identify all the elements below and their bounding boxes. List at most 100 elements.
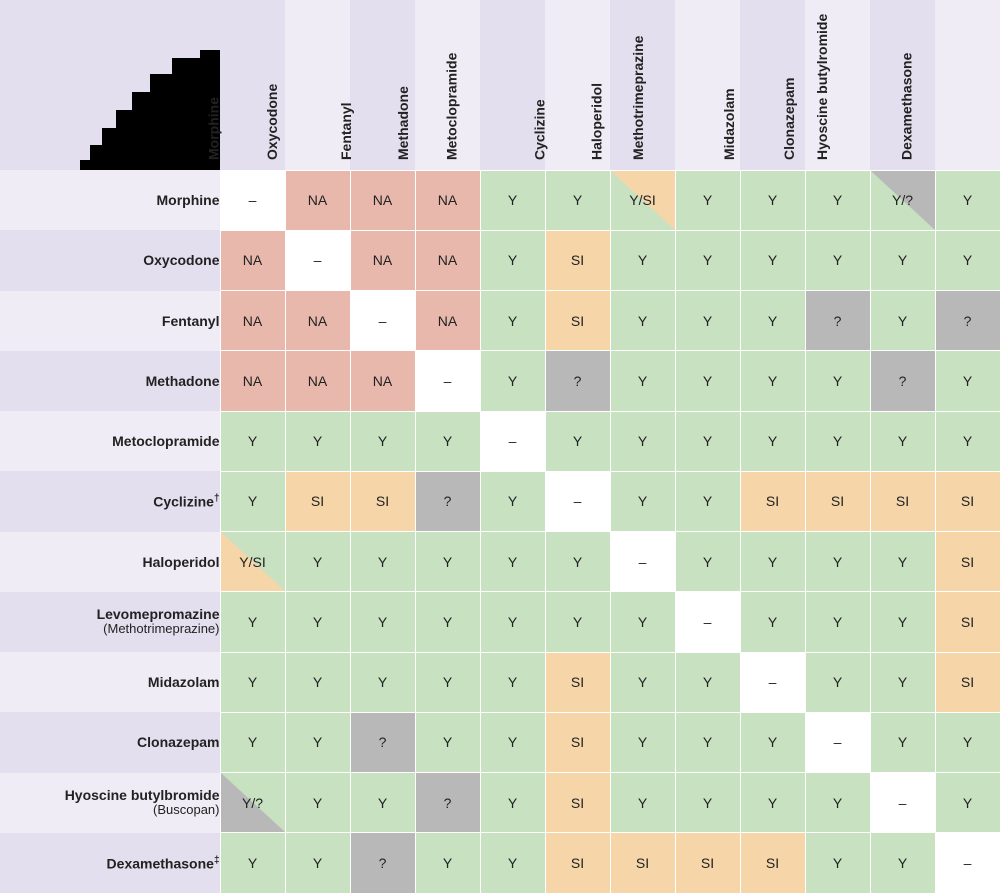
compat-cell: Y bbox=[935, 351, 1000, 411]
compat-cell: – bbox=[480, 411, 545, 471]
compat-cell: Y bbox=[415, 592, 480, 652]
compat-cell: Y bbox=[935, 411, 1000, 471]
compat-cell: SI bbox=[545, 773, 610, 833]
compat-cell: Y bbox=[480, 652, 545, 712]
compat-cell: SI bbox=[805, 471, 870, 531]
compat-cell: Y bbox=[480, 471, 545, 531]
row-header: Levomepromazine(Methotrimeprazine) bbox=[0, 592, 220, 652]
compat-cell: Y bbox=[480, 592, 545, 652]
compat-value: Y bbox=[768, 433, 777, 449]
compat-cell: – bbox=[610, 532, 675, 592]
compat-cell: Y bbox=[545, 532, 610, 592]
table-row: ClonazepamYY?YYSIYYY–YY bbox=[0, 712, 1000, 772]
compat-cell: NA bbox=[350, 170, 415, 230]
compat-cell: Y bbox=[415, 833, 480, 893]
compat-cell: Y bbox=[675, 712, 740, 772]
compat-value: – bbox=[379, 313, 387, 329]
compat-cell: Y bbox=[870, 532, 935, 592]
compat-cell: SI bbox=[285, 471, 350, 531]
compat-value: SI bbox=[571, 734, 584, 750]
compat-cell: NA bbox=[285, 351, 350, 411]
compat-value: – bbox=[964, 855, 972, 871]
compat-value: Y bbox=[898, 313, 907, 329]
compat-cell: Y bbox=[285, 712, 350, 772]
row-header-label: Midazolam bbox=[148, 674, 220, 690]
compat-value: Y bbox=[638, 313, 647, 329]
column-header-label: Midazolam bbox=[721, 88, 737, 160]
compat-value: NA bbox=[438, 192, 457, 208]
corner-cell bbox=[0, 0, 220, 170]
compat-value: Y bbox=[508, 734, 517, 750]
compat-value: Y bbox=[898, 554, 907, 570]
compat-cell: NA bbox=[285, 170, 350, 230]
compat-cell: Y bbox=[805, 773, 870, 833]
compat-cell: Y bbox=[610, 592, 675, 652]
compat-value: Y bbox=[248, 433, 257, 449]
compat-value: NA bbox=[243, 313, 262, 329]
compat-cell: Y/? bbox=[870, 170, 935, 230]
compat-value: Y bbox=[768, 554, 777, 570]
compat-cell: SI bbox=[740, 833, 805, 893]
table-row: Cyclizine†YSISI?Y–YYSISISISI bbox=[0, 471, 1000, 531]
compat-value: SI bbox=[961, 614, 974, 630]
compat-value: Y bbox=[703, 554, 712, 570]
compat-cell: Y bbox=[675, 170, 740, 230]
compat-cell: Y bbox=[740, 712, 805, 772]
compat-cell: – bbox=[805, 712, 870, 772]
compat-cell: Y bbox=[805, 230, 870, 290]
compat-cell: NA bbox=[350, 230, 415, 290]
compat-value: Y bbox=[768, 795, 777, 811]
table-row: Hyoscine butylbromide(Buscopan)Y/?YY?YSI… bbox=[0, 773, 1000, 833]
row-header-label: Morphine bbox=[157, 192, 220, 208]
compat-cell: SI bbox=[935, 652, 1000, 712]
table-row: MidazolamYYYYYSIYY–YYSI bbox=[0, 652, 1000, 712]
compat-cell: ? bbox=[415, 471, 480, 531]
compat-value: Y/? bbox=[892, 192, 913, 208]
compat-cell: Y bbox=[675, 291, 740, 351]
corner-stepped-icon bbox=[80, 50, 220, 170]
compat-cell: SI bbox=[675, 833, 740, 893]
compat-value: Y bbox=[313, 855, 322, 871]
column-header-row: MorphineOxycodoneFentanylMethadoneMetocl… bbox=[0, 0, 1000, 170]
compat-value: Y bbox=[833, 554, 842, 570]
compat-value: NA bbox=[308, 373, 327, 389]
compat-cell: Y bbox=[480, 833, 545, 893]
compat-cell: Y bbox=[480, 230, 545, 290]
compat-cell: NA bbox=[350, 351, 415, 411]
compat-cell: SI bbox=[350, 471, 415, 531]
compat-value: Y bbox=[703, 433, 712, 449]
compat-value: Y bbox=[313, 614, 322, 630]
compat-cell: Y bbox=[220, 833, 285, 893]
compat-cell: Y bbox=[610, 471, 675, 531]
compat-cell: SI bbox=[935, 532, 1000, 592]
compat-value: ? bbox=[444, 493, 452, 509]
compat-cell: ? bbox=[870, 351, 935, 411]
compat-value: Y bbox=[963, 433, 972, 449]
compat-value: SI bbox=[766, 493, 779, 509]
compat-cell: SI bbox=[935, 471, 1000, 531]
compat-value: Y bbox=[573, 192, 582, 208]
compat-cell: Y bbox=[480, 351, 545, 411]
column-header-label: Methadone bbox=[395, 86, 411, 160]
row-header: Hyoscine butylbromide(Buscopan) bbox=[0, 773, 220, 833]
compat-cell: Y bbox=[740, 230, 805, 290]
compat-value: Y bbox=[443, 855, 452, 871]
compat-value: Y bbox=[898, 855, 907, 871]
row-header-label: Levomepromazine bbox=[97, 606, 220, 622]
compat-value: NA bbox=[373, 373, 392, 389]
compat-value: Y bbox=[638, 614, 647, 630]
compat-cell: Y bbox=[740, 773, 805, 833]
compat-value: Y bbox=[508, 614, 517, 630]
row-header: Methadone bbox=[0, 351, 220, 411]
compat-cell: Y bbox=[480, 291, 545, 351]
row-header-label: Fentanyl bbox=[162, 313, 220, 329]
compat-value: Y bbox=[508, 252, 517, 268]
compat-value: Y bbox=[508, 192, 517, 208]
table-row: Morphine–NANANAYYY/SIYYYY/?Y bbox=[0, 170, 1000, 230]
compat-cell: Y bbox=[350, 532, 415, 592]
compat-cell: Y bbox=[870, 291, 935, 351]
compat-value: Y bbox=[378, 614, 387, 630]
column-header: Dexamethasone bbox=[935, 0, 1000, 170]
row-header: Cyclizine† bbox=[0, 471, 220, 531]
row-header: Dexamethasone‡ bbox=[0, 833, 220, 893]
